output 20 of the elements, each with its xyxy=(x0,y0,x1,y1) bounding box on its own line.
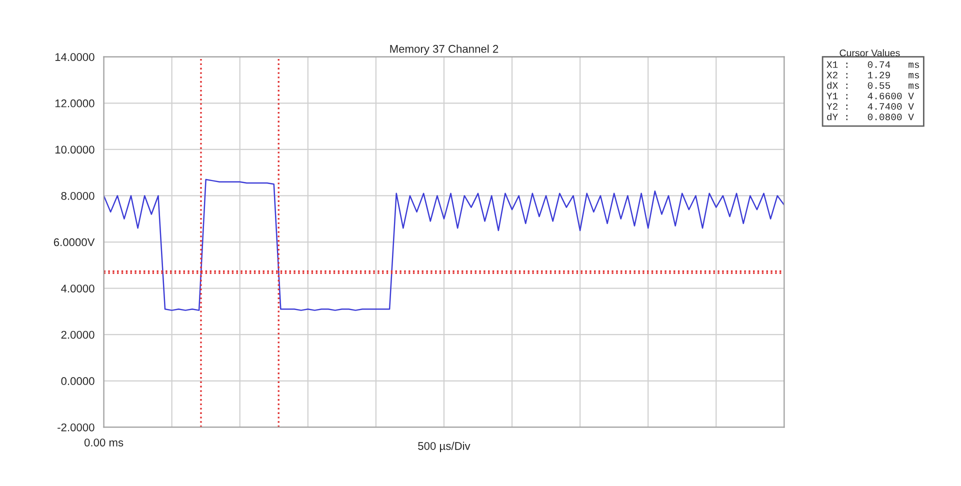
y-tick-label: 10.0000 xyxy=(55,146,94,154)
text: Cursor Values xyxy=(840,49,900,56)
text: Y2 : 4.7400 V xyxy=(826,103,914,110)
y-tick-label: 14.0000 xyxy=(55,53,94,61)
y-tick-label: 2.0000 xyxy=(61,330,94,339)
y-tick-label: -2.0000 xyxy=(58,423,94,432)
y-tick-label: 12.0000 xyxy=(55,99,94,108)
text: 0.00 ms xyxy=(84,438,124,446)
text: Y1 : 4.6600 V xyxy=(826,92,914,100)
line-series xyxy=(104,178,784,311)
y-tick-label: 4.0000 xyxy=(61,284,94,292)
text: dX : 0.55 ms xyxy=(827,82,920,89)
y-tick-label: 8.0000 xyxy=(61,192,94,200)
y-tick-label: 6.0000V xyxy=(54,238,95,246)
text: dY : 0.0800 V xyxy=(827,113,914,120)
y-tick-label: 0.0000 xyxy=(61,377,94,386)
x-axis-title: 500 µs/Div xyxy=(418,442,470,452)
text: X1 : 0.74 ms xyxy=(826,61,920,68)
chart-title: Memory 37 Channel 2 xyxy=(390,44,498,55)
text: X2 : 1.29 ms xyxy=(826,72,920,78)
